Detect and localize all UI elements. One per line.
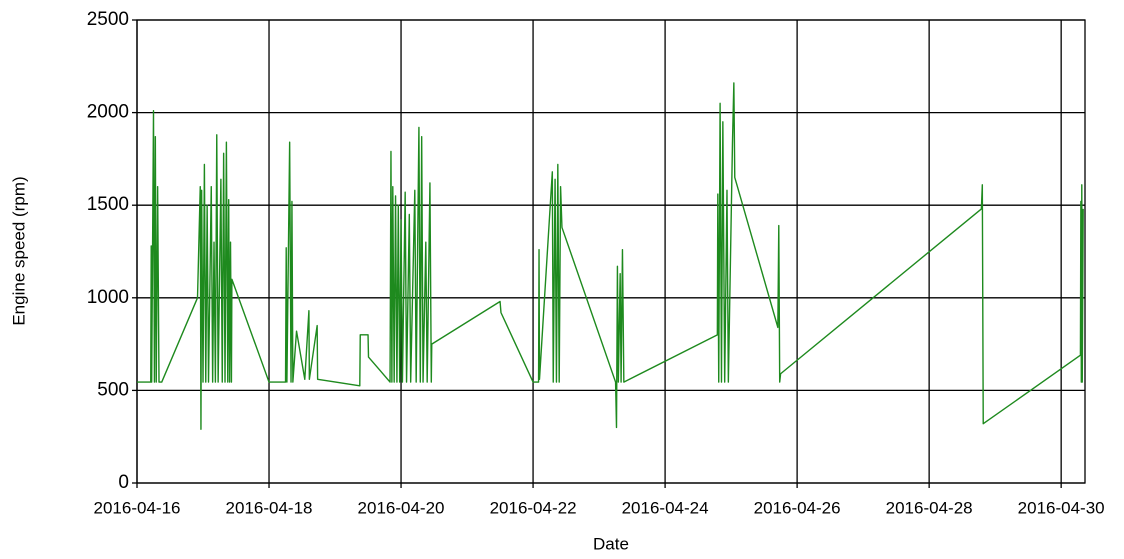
x-axis-label: Date <box>593 534 629 553</box>
y-tick-label: 500 <box>97 379 129 400</box>
y-tick-label: 1500 <box>87 194 129 215</box>
x-tick-label: 2016-04-16 <box>94 498 181 517</box>
x-tick-label: 2016-04-28 <box>886 498 973 517</box>
y-tick-label: 1000 <box>87 287 129 308</box>
x-tick-label: 2016-04-18 <box>226 498 313 517</box>
x-tick-label: 2016-04-26 <box>754 498 841 517</box>
x-tick-label: 2016-04-24 <box>622 498 709 517</box>
y-tick-label: 0 <box>118 472 129 493</box>
x-tick-label: 2016-04-30 <box>1018 498 1105 517</box>
plot-frame <box>136 19 1086 484</box>
y-axis-label: Engine speed (rpm) <box>9 176 28 325</box>
y-tick-label: 2000 <box>87 102 129 123</box>
y-tick-label: 2500 <box>87 9 129 30</box>
data-line <box>137 82 1084 430</box>
x-tick-label: 2016-04-22 <box>490 498 577 517</box>
x-tick-label: 2016-04-20 <box>358 498 445 517</box>
